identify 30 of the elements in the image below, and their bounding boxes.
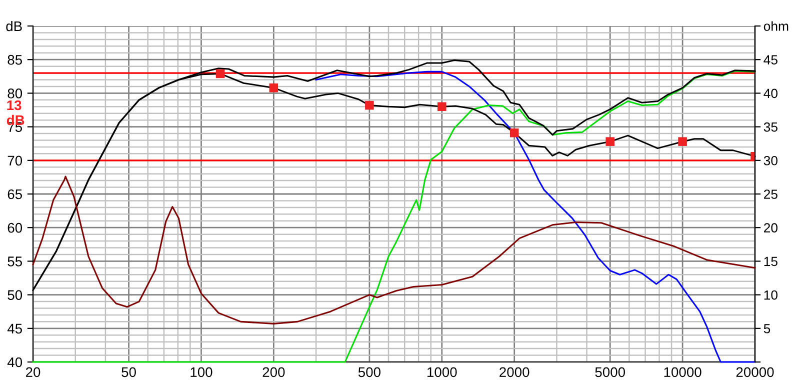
x-tick-label: 100 [190, 367, 212, 378]
x-tick-label: 20000 [736, 367, 774, 378]
y2-tick-label: 25 [764, 190, 778, 199]
y-tick-label: 50 [8, 290, 22, 300]
y-tick-label: 65 [8, 189, 22, 200]
y2-tick-label: 5 [764, 324, 770, 334]
y-tick-label: 85 [8, 54, 22, 65]
y-tick-label: 60 [8, 222, 22, 233]
y-tick-label: 40 [7, 357, 22, 368]
y2-tick-label: ohm [764, 21, 788, 31]
y2-tick-label: 40 [764, 88, 778, 98]
y-tick-label: 80 [8, 88, 22, 98]
x-tick-label: 1000 [427, 367, 457, 378]
y-tick-label: 45 [7, 324, 22, 334]
x-tick-label: 5000 [595, 367, 626, 378]
y2-tick-label: 10 [764, 290, 778, 300]
x-tick-label: 20 [26, 367, 40, 378]
y-tick-label: dB [6, 20, 22, 32]
x-tick-label: 10000 [664, 367, 702, 378]
y2-tick-label: 35 [764, 122, 778, 132]
y-tick-label: 70 [8, 156, 22, 166]
y2-tick-label: 45 [764, 55, 778, 65]
y-tick-label: 55 [8, 256, 22, 266]
x-tick-label: 2000 [500, 367, 530, 378]
x-tick-label: 50 [122, 367, 136, 378]
y2-tick-label: 30 [764, 156, 778, 166]
x-tick-label: 500 [358, 367, 380, 378]
y2-tick-label: 20 [764, 223, 778, 233]
x-tick-label: 200 [262, 367, 285, 378]
y2-tick-label: 15 [764, 256, 778, 266]
